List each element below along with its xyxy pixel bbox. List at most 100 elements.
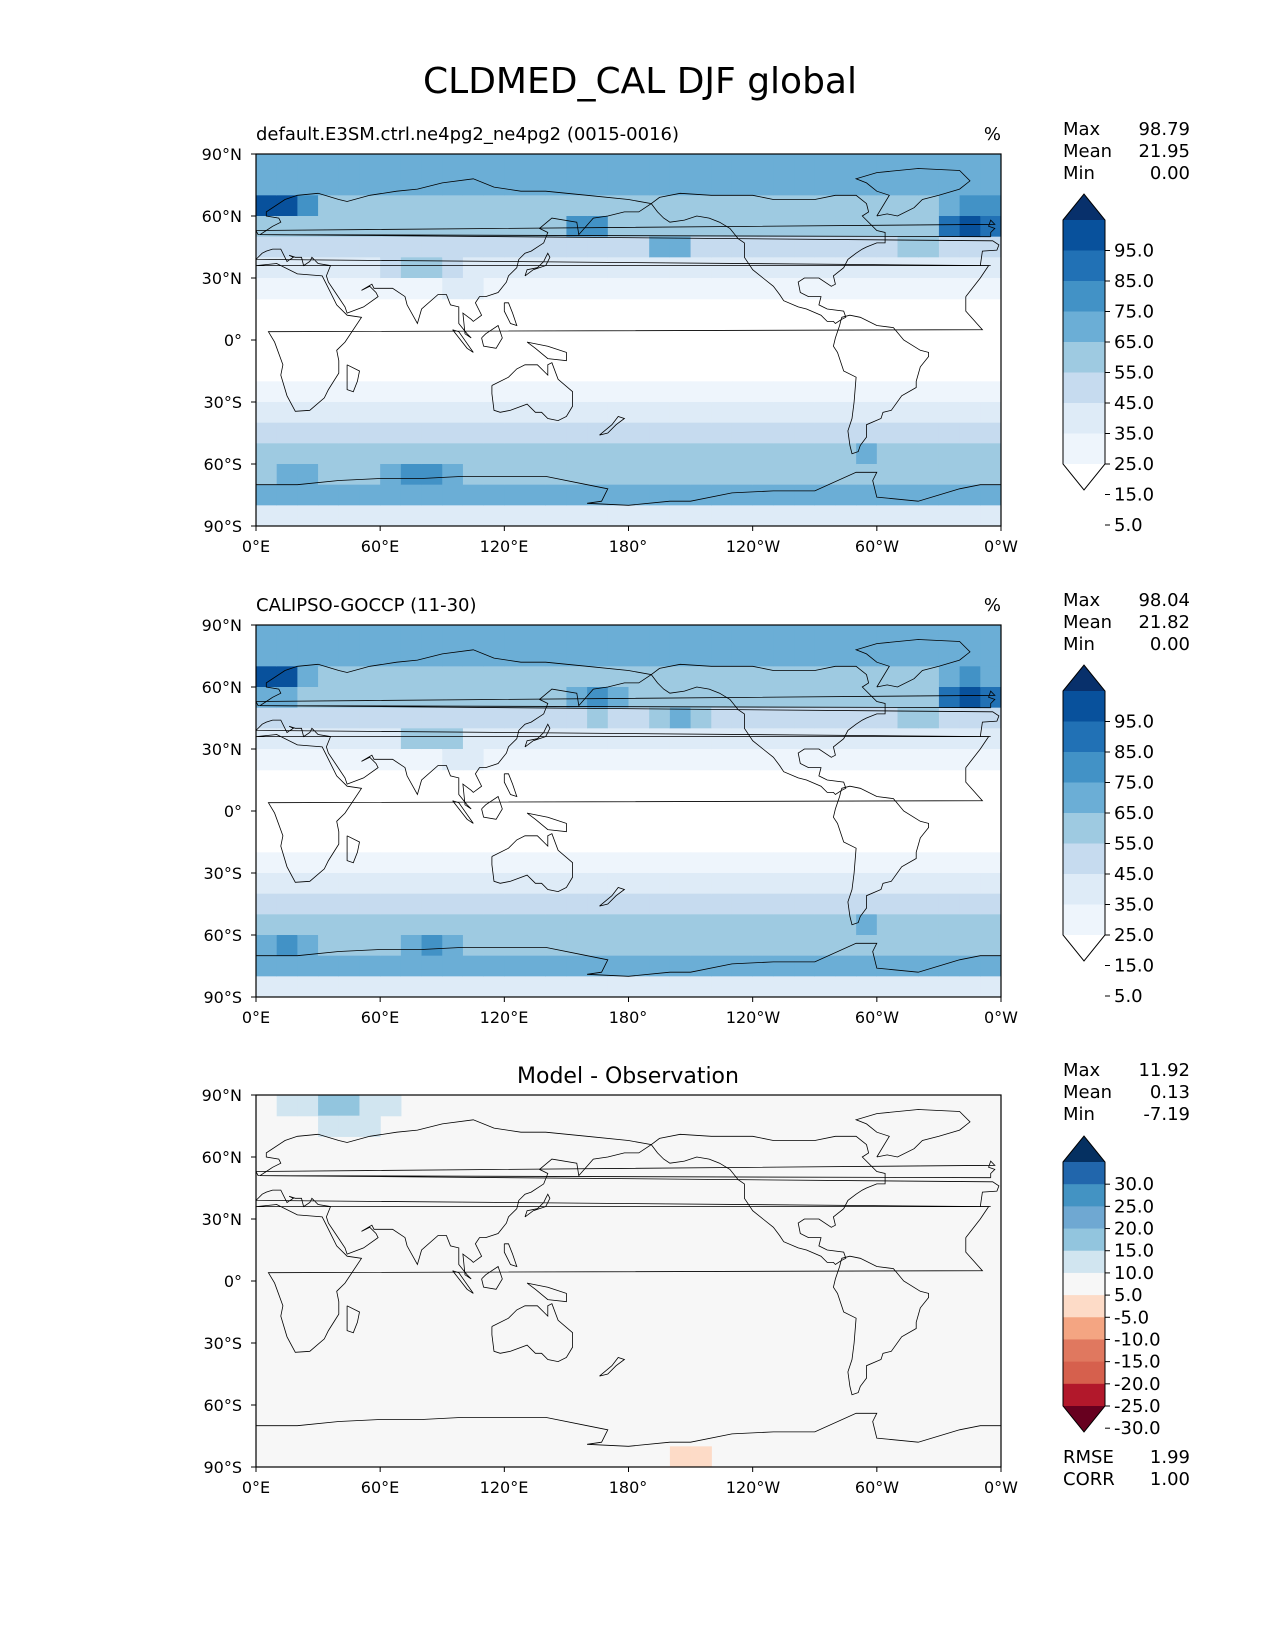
contour-cell [587, 707, 609, 729]
contour-cell [338, 625, 361, 647]
contour-cell [835, 707, 857, 729]
contour-cell [959, 464, 981, 486]
contour-cell [731, 464, 754, 486]
contour-cell [938, 687, 961, 709]
contour-cell [711, 749, 733, 771]
contour-cell [462, 484, 485, 506]
contour-cell [959, 935, 981, 957]
contour-cell [504, 216, 526, 238]
contour-cell [897, 154, 919, 176]
contour-cell [462, 935, 485, 957]
colorbar-segment [1063, 342, 1105, 373]
contour-cell [773, 976, 795, 997]
contour-cell [566, 484, 588, 506]
contour-cell [731, 236, 754, 258]
contour-cell [276, 728, 298, 750]
contour-cell [462, 955, 485, 977]
contour-cell [276, 873, 298, 895]
contour-cell [276, 625, 298, 647]
contour-cell [297, 484, 319, 506]
contour-cell [525, 707, 547, 729]
contour-cell [628, 666, 650, 688]
contour-cell [421, 236, 443, 258]
contour-cell [794, 216, 816, 238]
contour-cell [856, 381, 878, 403]
contour-cell [504, 257, 526, 279]
coastline [503, 773, 518, 798]
contour-cell [566, 687, 588, 709]
contour-cell [380, 381, 402, 403]
lat-tick-label: 90°N [202, 145, 242, 164]
lon-tick-label: 180° [609, 1478, 648, 1497]
axis-ticks [251, 153, 1002, 531]
contour-cell [400, 645, 423, 667]
contour-cell [318, 464, 340, 486]
contour-cell [400, 728, 423, 750]
contour-cell [256, 443, 278, 465]
contour-cell [462, 873, 485, 895]
contour-cell [752, 893, 774, 915]
contour-cell [938, 914, 961, 936]
contour-cell [318, 216, 340, 238]
lat-tick-label: 30°N [202, 740, 242, 759]
contour-cell [711, 935, 733, 957]
contour-cell [338, 852, 361, 874]
contour-cell [483, 687, 505, 709]
contour-cell [690, 443, 712, 465]
contour-cell [814, 278, 837, 300]
contour-cell [959, 236, 981, 258]
contour-cell [607, 728, 630, 750]
contour-cell [256, 505, 278, 526]
contour-cell [628, 443, 650, 465]
coastline [256, 263, 990, 412]
contour-cell [421, 935, 443, 957]
coastline [481, 324, 503, 349]
contour-cell [980, 236, 1001, 258]
contour-cell [566, 195, 588, 217]
colorbar-label: 85.0 [1114, 271, 1154, 292]
contour-cell [835, 381, 857, 403]
contour-cell [814, 625, 837, 647]
contour-cell [462, 976, 485, 997]
contour-cell [504, 852, 526, 874]
contour-cell [400, 236, 423, 258]
colorbar-label: 85.0 [1114, 742, 1154, 763]
lon-tick-label: 180° [609, 537, 648, 556]
contour-cell [607, 257, 630, 279]
contour-cell [876, 955, 899, 977]
contour-cell [380, 935, 402, 957]
contour-cell [525, 976, 547, 997]
coastline [524, 1193, 551, 1218]
contour-cell [256, 381, 278, 403]
contour-cell [587, 728, 609, 750]
contour-cell [669, 443, 692, 465]
contour-cell [359, 893, 381, 915]
contour-cell [814, 216, 837, 238]
contour-cell [525, 852, 547, 874]
contour-cell [483, 645, 505, 667]
contour-cell [483, 852, 505, 874]
contour-cell [918, 625, 940, 647]
contour-cell [773, 914, 795, 936]
contour-cell [256, 687, 278, 709]
contour-cell [338, 422, 361, 444]
contour-cell [959, 749, 981, 771]
contour-cell [566, 955, 588, 977]
lon-tick-label: 0°W [984, 1478, 1018, 1497]
stat-label: Min [1063, 634, 1095, 655]
contour-cell [380, 257, 402, 279]
contour-cell [628, 893, 650, 915]
contour-cell [380, 955, 402, 977]
contour-cell [504, 976, 526, 997]
panel-title: CALIPSO-GOCCP (11-30) [256, 595, 477, 616]
contour-cell [256, 278, 278, 300]
contour-cell [773, 666, 795, 688]
contour-cell [607, 749, 630, 771]
contour-cell [566, 216, 588, 238]
coastline [854, 168, 971, 217]
contour-cell [276, 278, 298, 300]
contour-cell [400, 443, 423, 465]
contour-cell [566, 935, 588, 957]
contour-cell [980, 257, 1001, 279]
contour-cell [628, 422, 650, 444]
